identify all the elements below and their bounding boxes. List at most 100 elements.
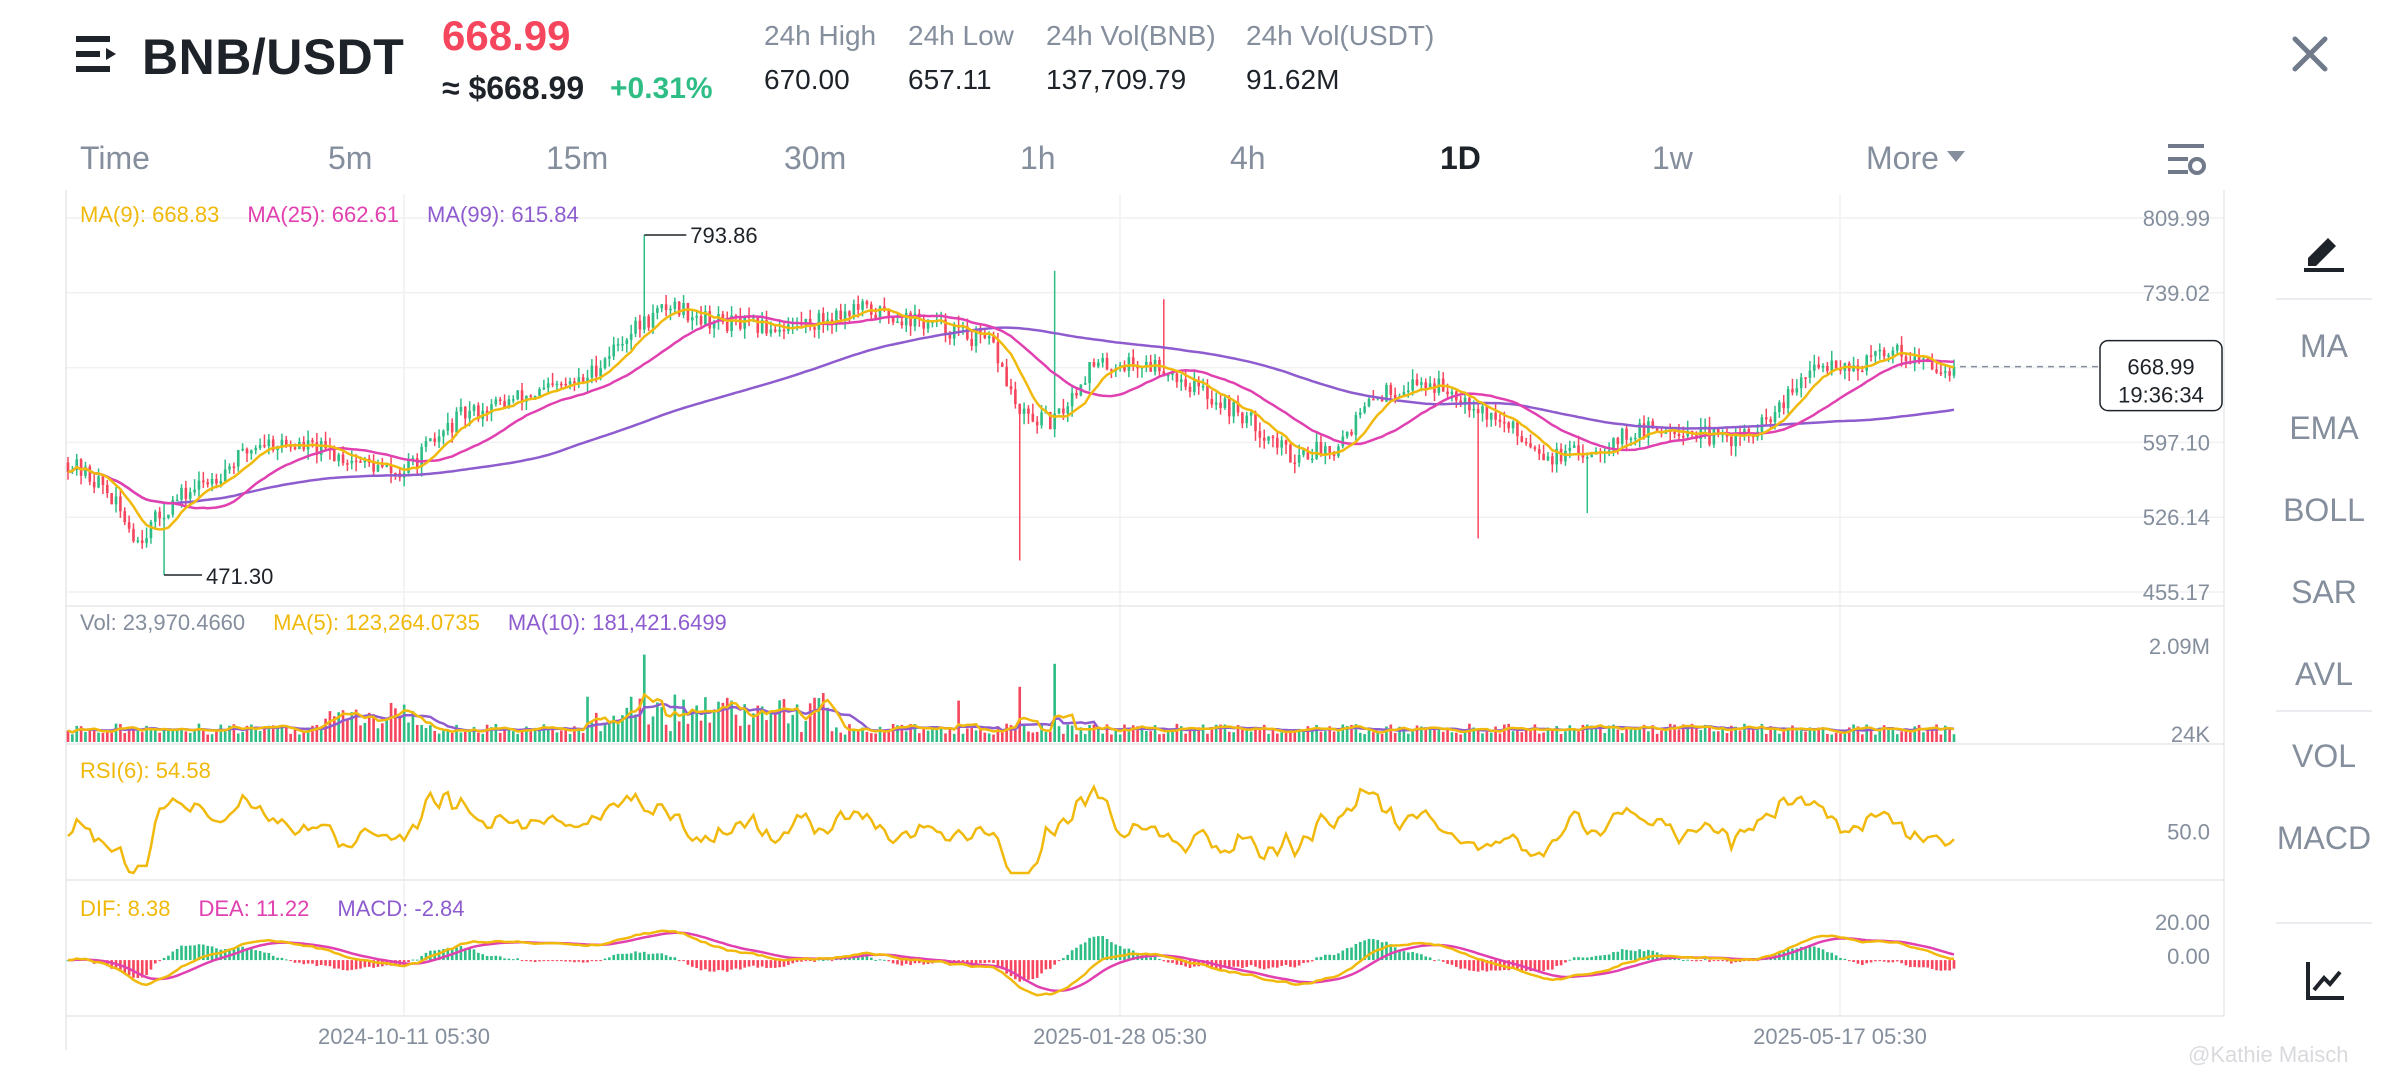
- close-icon[interactable]: [2290, 34, 2330, 74]
- volume-bar: [503, 730, 506, 742]
- volume-bar: [939, 726, 943, 742]
- candle-body: [381, 464, 384, 467]
- volume-bar: [132, 729, 135, 742]
- tab-1d[interactable]: 1D: [1440, 140, 1481, 176]
- volume-bar: [1638, 727, 1641, 742]
- indicator-sar[interactable]: SAR: [2291, 574, 2357, 610]
- kline-chart[interactable]: 793.86 471.30 668.99 19:36:34 809.99 739.02 5…: [0, 190, 2240, 1070]
- macd-histogram-bar: [1433, 960, 1436, 962]
- chart-type-icon[interactable]: [2304, 960, 2346, 1002]
- candle-body: [686, 303, 690, 321]
- macd-histogram-bar: [477, 952, 480, 961]
- macd-histogram-bar: [1572, 957, 1576, 961]
- indicator-boll[interactable]: BOLL: [2283, 492, 2365, 528]
- menu-icon[interactable]: [76, 34, 122, 74]
- volume-bar: [1315, 724, 1318, 742]
- macd-histogram-bar: [1533, 960, 1537, 971]
- macd-histogram-bar: [1310, 960, 1314, 962]
- volume-bar: [1088, 724, 1091, 742]
- macd-histogram-bar: [1179, 960, 1183, 966]
- indicator-macd[interactable]: MACD: [2276, 820, 2372, 856]
- candle-body: [1350, 431, 1353, 435]
- volume-bar: [289, 733, 292, 742]
- volume-bar: [271, 725, 275, 742]
- macd-histogram-bar: [1459, 960, 1462, 969]
- macd-histogram-bar: [1345, 948, 1349, 961]
- tab-5m[interactable]: 5m: [328, 140, 373, 176]
- candle-body: [1551, 456, 1554, 465]
- candle-body: [119, 496, 122, 512]
- macd-histogram-bar: [302, 960, 306, 965]
- candle-body: [136, 540, 140, 542]
- volume-bar: [1022, 723, 1026, 742]
- candle-body: [1175, 373, 1179, 383]
- tab-15m[interactable]: 15m: [546, 140, 609, 176]
- pair-title[interactable]: BNB/USDT: [142, 29, 405, 85]
- indicator-avl[interactable]: AVL: [2294, 656, 2354, 692]
- macd-histogram-bar: [1843, 958, 1847, 961]
- volume-bar: [1542, 732, 1545, 742]
- chart-settings-icon[interactable]: [2166, 142, 2206, 178]
- macd-histogram-bar: [1092, 936, 1096, 961]
- volume-bar: [865, 731, 869, 742]
- macd-histogram-bar: [1861, 960, 1864, 966]
- candle-body: [210, 478, 214, 485]
- volume-bar: [88, 728, 92, 742]
- volume-bar: [944, 733, 947, 742]
- candle-body: [1642, 423, 1646, 438]
- volume-bar: [1546, 727, 1550, 742]
- tab-4h[interactable]: 4h: [1230, 140, 1266, 176]
- candle-body: [878, 306, 882, 319]
- volume-bar: [389, 702, 393, 742]
- candle-body: [1812, 364, 1816, 371]
- macd-histogram-bar: [298, 960, 301, 963]
- volume-bar: [1778, 733, 1781, 742]
- candle-body: [1197, 380, 1201, 387]
- tab-more[interactable]: More: [1866, 140, 1965, 177]
- volume-bar: [337, 712, 340, 742]
- stat-value: 670.00: [764, 64, 850, 95]
- volume-bar: [180, 728, 183, 742]
- candle-body: [66, 462, 70, 473]
- volume-bar: [1699, 730, 1703, 742]
- header: BNB/USDT 668.99 ≈ $668.99 +0.31% 24h Hig…: [0, 0, 2408, 130]
- volume-bar: [1040, 724, 1043, 742]
- indicator-ma[interactable]: MA: [2300, 328, 2348, 364]
- tab-30m[interactable]: 30m: [784, 140, 847, 176]
- draw-tool-icon[interactable]: [2302, 228, 2346, 272]
- macd-histogram-bar: [647, 954, 650, 961]
- macd-histogram-bar: [463, 948, 467, 961]
- volume-bar: [437, 733, 441, 742]
- tab-time[interactable]: Time: [80, 140, 150, 176]
- volume-bar: [900, 724, 904, 742]
- volume-bar: [1682, 724, 1685, 742]
- macd-histogram-bar: [1420, 954, 1423, 961]
- volume-bar: [638, 698, 642, 742]
- volume-bar: [66, 730, 70, 742]
- macd-histogram-bar: [1476, 960, 1480, 972]
- macd-histogram-bar: [1302, 960, 1305, 963]
- volume-bar: [1738, 730, 1742, 742]
- volume-bar: [730, 700, 733, 742]
- indicator-vol[interactable]: VOL: [2291, 738, 2357, 774]
- candle-body: [1206, 385, 1209, 399]
- candle-body: [887, 310, 891, 317]
- macd-histogram-bar: [250, 949, 253, 961]
- candle-body: [1363, 406, 1366, 413]
- candle-body: [616, 344, 620, 346]
- candle-body: [1799, 377, 1803, 389]
- volume-bar: [1559, 734, 1563, 742]
- tab-1w[interactable]: 1w: [1652, 140, 1693, 176]
- macd-histogram-bar: [324, 960, 327, 966]
- volume-bar: [1751, 729, 1755, 742]
- macd-histogram-bar: [1053, 960, 1056, 965]
- volume-bar: [193, 729, 196, 742]
- candle-body: [1035, 421, 1039, 426]
- candle-body: [987, 336, 991, 339]
- candle-body: [712, 321, 716, 329]
- indicator-ema[interactable]: EMA: [2289, 410, 2359, 446]
- macd-histogram-bar: [145, 960, 148, 976]
- candle-body: [970, 339, 974, 347]
- macd-histogram-bar: [1930, 960, 1934, 970]
- tab-1h[interactable]: 1h: [1020, 140, 1056, 176]
